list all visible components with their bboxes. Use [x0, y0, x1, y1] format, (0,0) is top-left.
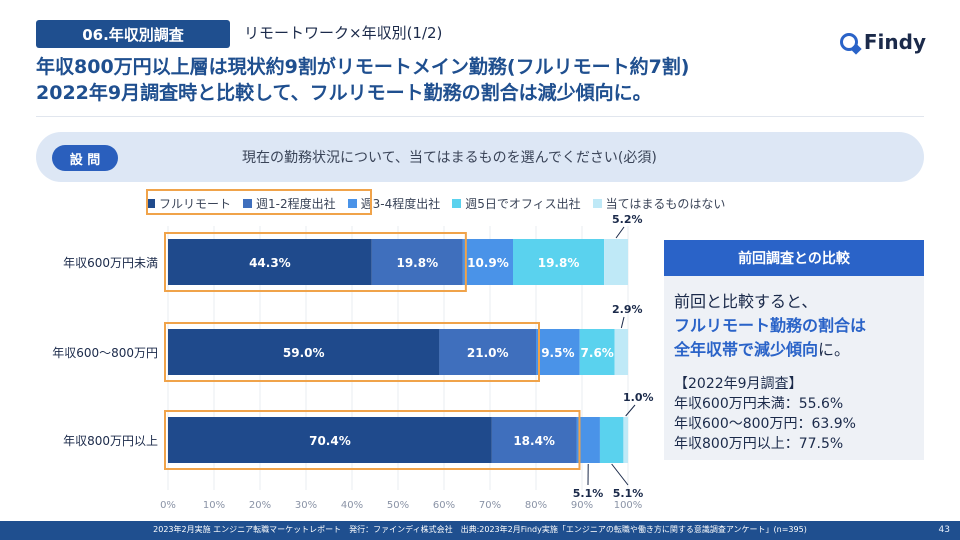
- question-text: 現在の勤務状況について、当てはまるものを選んでください(必須): [242, 150, 657, 166]
- bar-segment: [462, 239, 513, 285]
- x-tick-label: 90%: [571, 500, 593, 511]
- category-label: 年収600～800万円: [52, 346, 158, 360]
- comparison-panel: 前回と比較すると、 フルリモート勤務の割合は 全年収帯で減少傾向に。 【2022…: [664, 276, 924, 460]
- value-label: 19.8%: [396, 256, 438, 270]
- previous-survey-list: 【2022年9月調査】 年収600万円未満：55.6% 年収600～800万円：…: [674, 374, 856, 454]
- value-label: 5.1%: [613, 487, 644, 500]
- comparison-highlight-2: 全年収帯で減少傾向: [674, 340, 819, 359]
- legend-label: 週1-2程度出社: [256, 196, 336, 211]
- page-number: 43: [938, 525, 950, 535]
- logo-text: Findy: [863, 30, 926, 54]
- footer-source: 2023年2月実施 エンジニア転職マーケットレポート 発行：ファインディ株式会社…: [153, 525, 807, 534]
- comparison-highlight-1: フルリモート勤務の割合は: [674, 316, 867, 335]
- x-tick-label: 60%: [433, 500, 455, 511]
- findy-logo-icon: [839, 33, 858, 51]
- divider: [36, 116, 924, 117]
- bar-segment: [168, 329, 440, 375]
- x-tick-label: 40%: [341, 500, 363, 511]
- x-tick-label: 70%: [479, 500, 501, 511]
- previous-survey-title: 【2022年9月調査】: [674, 376, 803, 392]
- legend-item: フルリモート: [146, 195, 231, 212]
- x-tick-label: 80%: [525, 500, 547, 511]
- bar-segment: [604, 239, 628, 285]
- previous-survey-item: 年収800万円以上：77.5%: [674, 436, 844, 452]
- comparison-line-3-tail: に。: [818, 340, 851, 359]
- bar-segment: [579, 329, 615, 375]
- legend-label: フルリモート: [159, 196, 232, 211]
- bar-segment: [513, 239, 605, 285]
- value-label: 21.0%: [467, 346, 509, 360]
- callout-line: [620, 316, 625, 329]
- legend-item: 週3-4程度出社: [347, 195, 441, 212]
- legend-item: 当てはまるものはない: [592, 195, 726, 212]
- legend-highlight-box: [146, 189, 372, 215]
- highlight-box: [164, 322, 540, 382]
- x-tick-label: 10%: [203, 500, 225, 511]
- bar-segment: [623, 417, 628, 463]
- comparison-text: 前回と比較すると、 フルリモート勤務の割合は 全年収帯で減少傾向に。: [674, 290, 866, 362]
- question-bar: 設 問 現在の勤務状況について、当てはまるものを選んでください(必須): [36, 132, 924, 182]
- x-tick-label: 0%: [160, 500, 176, 511]
- slide-subtitle: リモートワーク×年収別(1/2): [244, 24, 443, 42]
- bar-segment: [536, 329, 580, 375]
- legend-swatch: [146, 198, 155, 208]
- value-label: 59.0%: [283, 346, 325, 360]
- value-label: 9.5%: [541, 346, 574, 360]
- bar-segment: [371, 239, 463, 285]
- stacked-bar-chart: 0% 10% 20% 30% 40% 50% 60% 70% 80% 90% 100% 年収600万円…: [52, 213, 654, 511]
- x-tick-label: 50%: [387, 500, 409, 511]
- footer: 2023年2月実施 エンジニア転職マーケットレポート 発行：ファインディ株式会社…: [0, 521, 960, 540]
- value-label: 10.9%: [467, 256, 509, 270]
- value-label: 19.8%: [538, 256, 580, 270]
- value-label: 70.4%: [309, 434, 351, 448]
- bar-segment: [576, 417, 600, 463]
- value-label: 1.0%: [623, 391, 654, 404]
- legend-swatch: [243, 198, 253, 208]
- value-label: 5.1%: [573, 487, 604, 500]
- chart-legend: フルリモート 週1-2程度出社 週3-4程度出社 週5日でオフィス出社 当てはまるものは…: [146, 192, 737, 214]
- x-tick-label: 30%: [295, 500, 317, 511]
- legend-label: 週3-4程度出社: [360, 196, 441, 211]
- bar-segment: [439, 329, 536, 375]
- callout-line: [625, 404, 636, 417]
- bar-segment: [599, 417, 624, 463]
- category-label: 年収600万円未満: [63, 256, 158, 270]
- previous-survey-item: 年収600～800万円：63.9%: [674, 416, 856, 432]
- bar-segment: [168, 417, 492, 463]
- legend-swatch: [347, 198, 357, 208]
- legend-label: 当てはまるものはない: [605, 196, 726, 211]
- legend-label: 週5日でオフィス出社: [465, 196, 581, 211]
- comparison-line-1: 前回と比較すると、: [674, 292, 818, 311]
- highlight-box: [164, 232, 467, 292]
- section-tag: 06.年収別調査: [36, 20, 230, 48]
- legend-swatch: [592, 198, 602, 208]
- legend-item: 週1-2程度出社: [243, 195, 336, 212]
- value-label: 5.2%: [612, 213, 643, 226]
- value-label: 2.9%: [612, 303, 643, 316]
- category-label: 年収800万円以上: [63, 434, 158, 448]
- bar-segment: [614, 329, 628, 375]
- headline-line-1: 年収800万円以上層は現状約9割がリモートメイン勤務(フルリモート約7割): [36, 56, 690, 78]
- legend-item: 週5日でオフィス出社: [452, 195, 581, 212]
- x-tick-label: 100%: [614, 500, 643, 511]
- findy-logo: Findy: [839, 30, 926, 54]
- highlight-box: [164, 410, 581, 470]
- x-tick-label: 20%: [249, 500, 271, 511]
- bar-segment: [491, 417, 577, 463]
- comparison-title: 前回調査との比較: [664, 240, 924, 276]
- bar-segment: [168, 239, 372, 285]
- headline: 年収800万円以上層は現状約9割がリモートメイン勤務(フルリモート約7割) 20…: [36, 54, 689, 106]
- value-label: 18.4%: [513, 434, 555, 448]
- callout-line: [611, 463, 629, 486]
- callout-line: [615, 226, 625, 239]
- legend-swatch: [452, 198, 462, 208]
- question-badge: 設 問: [52, 145, 118, 171]
- value-label: 44.3%: [249, 256, 291, 270]
- value-label: 7.6%: [581, 346, 614, 360]
- previous-survey-item: 年収600万円未満：55.6%: [674, 396, 844, 412]
- headline-line-2: 2022年9月調査時と比較して、フルリモート勤務の割合は減少傾向に。: [36, 82, 652, 104]
